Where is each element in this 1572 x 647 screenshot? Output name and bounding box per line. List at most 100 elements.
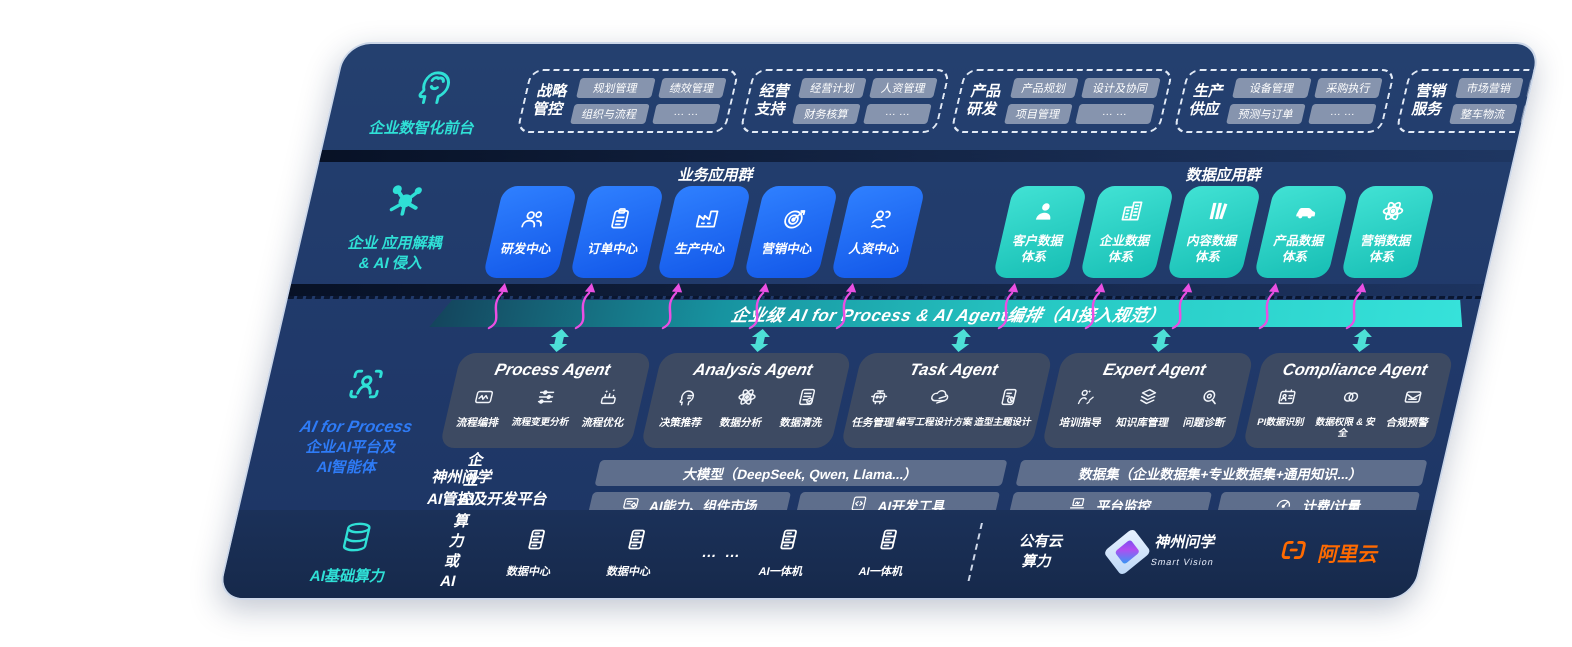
data-app-box: 内容数据 体系 — [1166, 186, 1262, 330]
agent-capability: 编写工程设计方案 — [895, 386, 981, 428]
tablet-check-icon — [994, 386, 1022, 413]
module-chip: 组织与流程 — [569, 104, 650, 124]
agent-capability-label: 决策推荐 — [658, 417, 704, 429]
app-clusters-row: 企业 应用解耦 & AI 侵入 业务应用群 数据应用群 研发中心 订单中心 生产中心 营… — [291, 162, 1512, 330]
agent-capability-label: 编写工程设计方案 — [894, 417, 974, 428]
front-office-group: 经营支持 经营计划 人资管理 财务核算… … — [738, 69, 951, 133]
model-bar: 大模型（DeepSeek, Qwen, Llama...） — [594, 459, 1008, 486]
shelf-divider — [319, 150, 1516, 162]
front-office-label: 企业数智化前台 — [367, 119, 477, 137]
head-icon — [672, 386, 700, 413]
agent-capability: 数据清洗 — [778, 386, 830, 430]
app-decouple-label: 企业 应用解耦 & AI 侵入 — [346, 235, 445, 272]
infra-node-label: AI一体机 — [857, 565, 905, 578]
module-chip: 设计及协同 — [1080, 78, 1161, 98]
spark-box-icon — [594, 386, 622, 413]
agent-capability: 数据权限 & 安全 — [1309, 386, 1385, 440]
person-icon — [1028, 198, 1061, 229]
group-title: 产品研发 — [965, 83, 1004, 118]
module-chip: 客户关系 — [1525, 78, 1543, 98]
agent-capability-label: 培训指导 — [1058, 417, 1103, 429]
app-box-label: 研发中心 — [499, 242, 553, 257]
group-chips: 规划管理 绩效管理 组织与流程… … — [569, 78, 727, 124]
front-office-group: 生产供应 设备管理 采购执行 预测与订单… … — [1172, 69, 1396, 133]
infra-label: AI基础算力 — [308, 567, 388, 585]
wave-box-icon — [469, 386, 497, 413]
infrastructure-row: AI基础算力 企业AI算力 或AI一体机 数据中心 数据中心… … AI一体机 AI一体… — [218, 452, 1487, 600]
app-box-label: 企业数据 体系 — [1098, 234, 1152, 264]
agent-capability: 造型主题设计 — [973, 386, 1040, 428]
platform-bar: 平台监控 — [1007, 491, 1212, 518]
infra-node: AI一体机 — [842, 526, 928, 579]
atom-icon — [732, 386, 760, 413]
app-box-label: 订单中心 — [586, 242, 640, 257]
agent-capability-label: 问题诊断 — [1181, 417, 1227, 429]
dashed-separator-line — [287, 296, 1482, 299]
module-chip: 规划管理 — [575, 78, 656, 98]
front-office-groups: 战略管控 规划管理 绩效管理 组织与流程… … 经营支持 经营计划 人资管理 财务核算… … 产… — [515, 69, 1543, 133]
app-box-label: 内容数据 体系 — [1185, 234, 1239, 264]
agent-capability-label: PI数据识别 — [1255, 417, 1306, 428]
business-app-box: 生产中心 — [656, 186, 752, 330]
module-chip: 整车物流 — [1448, 104, 1518, 124]
ai-platform-label: AI for Process 企业AI平台及 AI智能体 — [298, 418, 415, 476]
doc-code-icon — [847, 494, 871, 516]
module-chip: … … — [1074, 104, 1155, 124]
module-chip: … … — [1519, 104, 1543, 124]
factory-icon — [690, 206, 723, 237]
huawei-logo: HUAWEI — [1434, 530, 1494, 575]
szwx-diamond-icon — [1103, 527, 1152, 577]
business-apps-header: 业务应用群 — [676, 167, 756, 184]
server-icon — [771, 526, 805, 558]
search-gear-icon — [1196, 386, 1224, 413]
data-apps-header: 数据应用群 — [1184, 167, 1264, 184]
agent-capability-label: 流程优化 — [580, 417, 626, 429]
app-decouple-rail: 企业 应用解耦 & AI 侵入 — [291, 168, 508, 284]
app-box-label: 营销数据 体系 — [1359, 234, 1413, 264]
module-chip: 经营计划 — [798, 78, 867, 98]
group-title: 战略管控 — [531, 83, 570, 118]
module-chip: 预测与订单 — [1226, 104, 1306, 124]
module-chip: 市场营销 — [1454, 78, 1524, 98]
vertical-dashed-divider — [967, 523, 983, 581]
agent-capability: 决策推荐 — [658, 386, 710, 430]
public-cloud-label: 公有云 算力 — [1018, 533, 1066, 570]
server-icon — [519, 526, 553, 558]
front-office-row: 企业数智化前台 战略管控 规划管理 绩效管理 组织与流程… … 经营支持 经营计划 人资管理… — [322, 44, 1543, 150]
module-chip: 绩效管理 — [657, 78, 727, 98]
business-app-boxes: 研发中心 订单中心 生产中心 营销中心 人资中心 — [482, 186, 926, 330]
server-icon — [871, 526, 905, 558]
ellipsis-label: … … — [700, 543, 745, 561]
shelf-divider — [288, 284, 1485, 296]
agent-capability: 问题诊断 — [1182, 386, 1234, 430]
person-scan-icon — [338, 362, 393, 411]
clipboard-icon — [603, 206, 636, 237]
agent-capability: 知识库管理 — [1115, 386, 1178, 430]
module-chip: 财务核算 — [792, 104, 861, 124]
module-chip: 项目管理 — [1003, 104, 1073, 124]
platform-bar: AI开发工具 — [795, 491, 1000, 518]
group-chips: 市场营销客户关系整车物流… … — [1448, 78, 1543, 124]
app-box-label: 营销中心 — [760, 242, 814, 257]
infra-node: 数据中心 — [590, 526, 676, 579]
module-chip: 设备管理 — [1232, 78, 1312, 98]
huawei-fan-icon — [1445, 530, 1486, 561]
building-icon — [1115, 198, 1148, 229]
business-app-box: 研发中心 — [482, 186, 578, 330]
agent-capability: 流程变更分析 — [511, 386, 578, 428]
ai-platform-rail: AI for Process 企业AI平台及 AI智能体 — [264, 362, 451, 477]
group-title: 营销服务 — [1410, 83, 1449, 118]
app-box-label: 产品数据 体系 — [1272, 234, 1326, 264]
doc-data-icon — [792, 386, 820, 413]
dataset-bar: 数据集（企业数据集+专业数据集+通用知识...） — [1015, 459, 1428, 486]
agent-capability: 任务管理 — [851, 386, 903, 430]
laptop-icon — [1066, 494, 1090, 516]
agent-capability-label: 任务管理 — [850, 417, 896, 429]
infra-node-label: 数据中心 — [505, 565, 553, 578]
person-spark-icon — [1072, 386, 1100, 413]
module-chip: 产品规划 — [1009, 78, 1079, 98]
szwx-logo: 神州问学 Smart Vision — [1103, 527, 1220, 577]
agent-capability-label: 数据清洗 — [778, 417, 824, 429]
infra-node-label: 数据中心 — [605, 565, 653, 578]
agent-capability-label: 知识库管理 — [1114, 417, 1170, 429]
